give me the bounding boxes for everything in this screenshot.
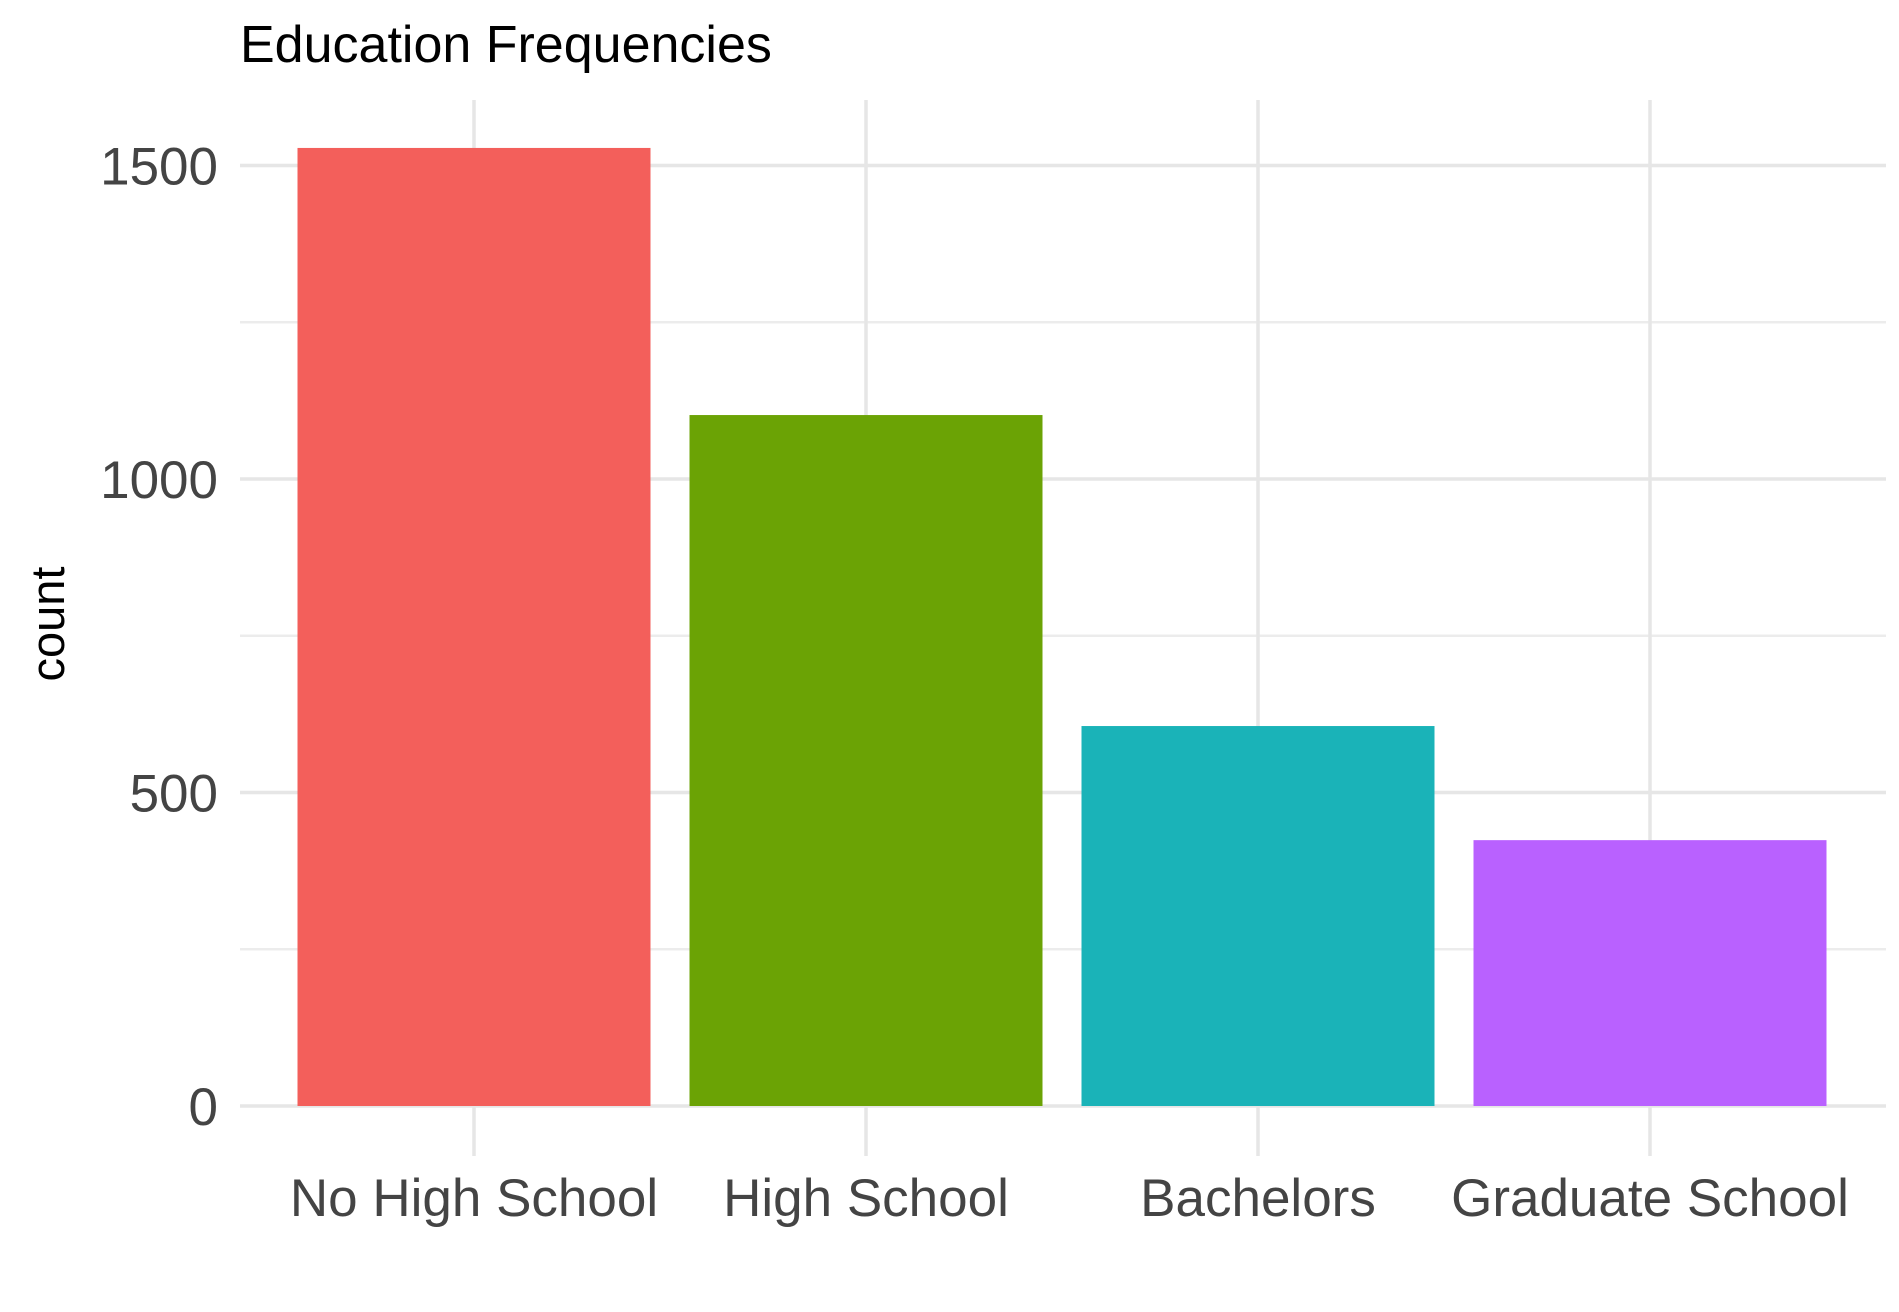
y-axis-label: count [21, 567, 74, 682]
y-tick-label: 1500 [100, 138, 218, 197]
y-tick-label: 500 [130, 765, 218, 824]
bars [297, 147, 1827, 1107]
x-tick-label: No High School [290, 1169, 658, 1228]
x-axis-ticks: No High School High School Bachelors Gradua… [290, 1169, 1849, 1228]
y-tick-label: 1000 [100, 451, 218, 510]
bar [1081, 726, 1435, 1106]
x-tick-label: Bachelors [1140, 1169, 1376, 1228]
bar [297, 147, 651, 1107]
y-axis-ticks: 0 500 1000 1500 [100, 138, 218, 1138]
chart-title: Education Frequencies [240, 16, 772, 74]
x-tick-label: Graduate School [1451, 1169, 1849, 1228]
bar [1473, 840, 1827, 1106]
x-tick-label: High School [723, 1169, 1009, 1228]
bar [689, 415, 1043, 1106]
y-tick-label: 0 [189, 1078, 218, 1137]
